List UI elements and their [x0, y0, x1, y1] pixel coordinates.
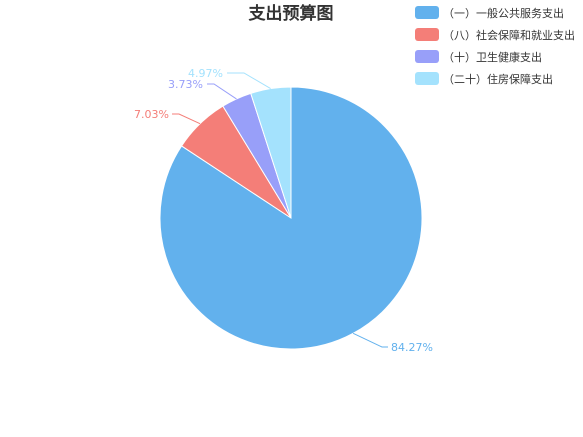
slice-data-label: 3.73% [168, 78, 203, 91]
slice-data-label: 7.03% [134, 108, 169, 121]
legend: （一）一般公共服务支出 （八）社会保障和就业支出 （十）卫生健康支出 （二十）住房保障… [415, 6, 575, 86]
slice-data-label: 4.97% [188, 67, 223, 80]
legend-swatch[interactable] [415, 50, 439, 63]
legend-swatch[interactable] [415, 72, 439, 85]
slice-label-line [352, 332, 388, 348]
slice-label-line [172, 113, 201, 125]
pie-slices [159, 86, 423, 350]
legend-label[interactable]: （八）社会保障和就业支出 [443, 28, 575, 42]
pie-slice [159, 86, 423, 350]
legend-swatch[interactable] [415, 28, 439, 41]
slice-label-line [207, 83, 237, 100]
legend-swatch[interactable] [415, 6, 439, 19]
legend-label[interactable]: （一）一般公共服务支出 [443, 6, 564, 20]
legend-label[interactable]: （二十）住房保障支出 [443, 72, 553, 86]
chart-title: 支出预算图 [249, 3, 334, 24]
legend-label[interactable]: （十）卫生健康支出 [443, 50, 542, 64]
slice-labels: 84.27% 7.03% 3.73%4.97% [134, 67, 433, 354]
slice-data-label: 84.27% [391, 341, 433, 354]
slice-label-line [227, 72, 271, 90]
slice-label-lines [172, 72, 388, 348]
pie-slice [250, 86, 292, 219]
